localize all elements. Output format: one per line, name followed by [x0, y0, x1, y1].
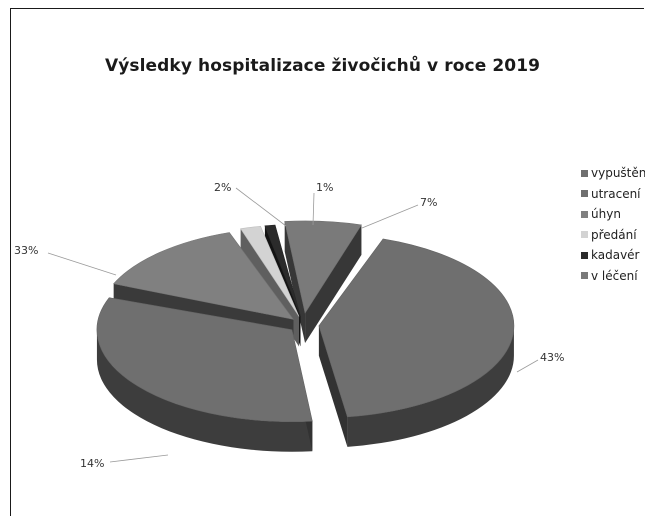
- data-label: 1%: [316, 181, 333, 194]
- legend-item: kadavér: [581, 245, 645, 266]
- pie-slice-side: [96, 329, 313, 452]
- data-label: 7%: [420, 196, 437, 209]
- leader-line: [361, 204, 419, 229]
- legend-label: kadavér: [591, 248, 640, 263]
- pie-slice-top-vypuštění: [318, 238, 515, 418]
- legend-swatch: [581, 231, 588, 239]
- pie-slice-face: [305, 224, 362, 343]
- legend-item: předání: [581, 225, 645, 246]
- data-label: 43%: [540, 351, 564, 364]
- legend-label: úhyn: [591, 207, 621, 222]
- legend-label: předání: [591, 227, 637, 242]
- pie-slice-face: [318, 325, 348, 447]
- leader-line: [312, 192, 315, 226]
- legend-item: v léčení: [581, 266, 645, 287]
- legend-swatch: [581, 251, 588, 259]
- legend-swatch: [581, 190, 588, 198]
- pie-slice-top-úhyn: [113, 232, 295, 320]
- data-label: 2%: [214, 181, 231, 194]
- chart-title: Výsledky hospitalizace živočichů v roce …: [104, 56, 541, 76]
- data-label: 14%: [80, 457, 104, 470]
- legend: vypuštění utracení úhyn předání kadavér v léč…: [581, 163, 645, 286]
- legend-label: vypuštění: [591, 166, 645, 181]
- pie-slice-5: [284, 221, 362, 343]
- pie-tops: [96, 220, 515, 423]
- legend-swatch: [581, 210, 588, 218]
- leader-line: [47, 252, 117, 276]
- leader-line: [516, 359, 539, 373]
- legend-item: vypuštění: [581, 163, 645, 184]
- pie-slice-face: [284, 221, 306, 343]
- pie-slice-top-kadavér: [264, 224, 301, 317]
- pie-slice-side: [347, 325, 514, 447]
- legend-label: utracení: [591, 186, 641, 201]
- data-label: 33%: [14, 244, 38, 257]
- legend-item: utracení: [581, 184, 645, 205]
- chart-area: [10, 8, 644, 516]
- leader-line: [235, 187, 287, 227]
- pie-slice-top-utracení: [96, 297, 313, 423]
- legend-swatch: [581, 169, 588, 177]
- legend-label: v léčení: [591, 268, 638, 283]
- pie-slice-top-předání: [240, 225, 300, 317]
- pie-slice-top-v léčení: [284, 220, 362, 314]
- legend-item: úhyn: [581, 204, 645, 225]
- legend-swatch: [581, 272, 588, 280]
- leader-line: [109, 454, 169, 463]
